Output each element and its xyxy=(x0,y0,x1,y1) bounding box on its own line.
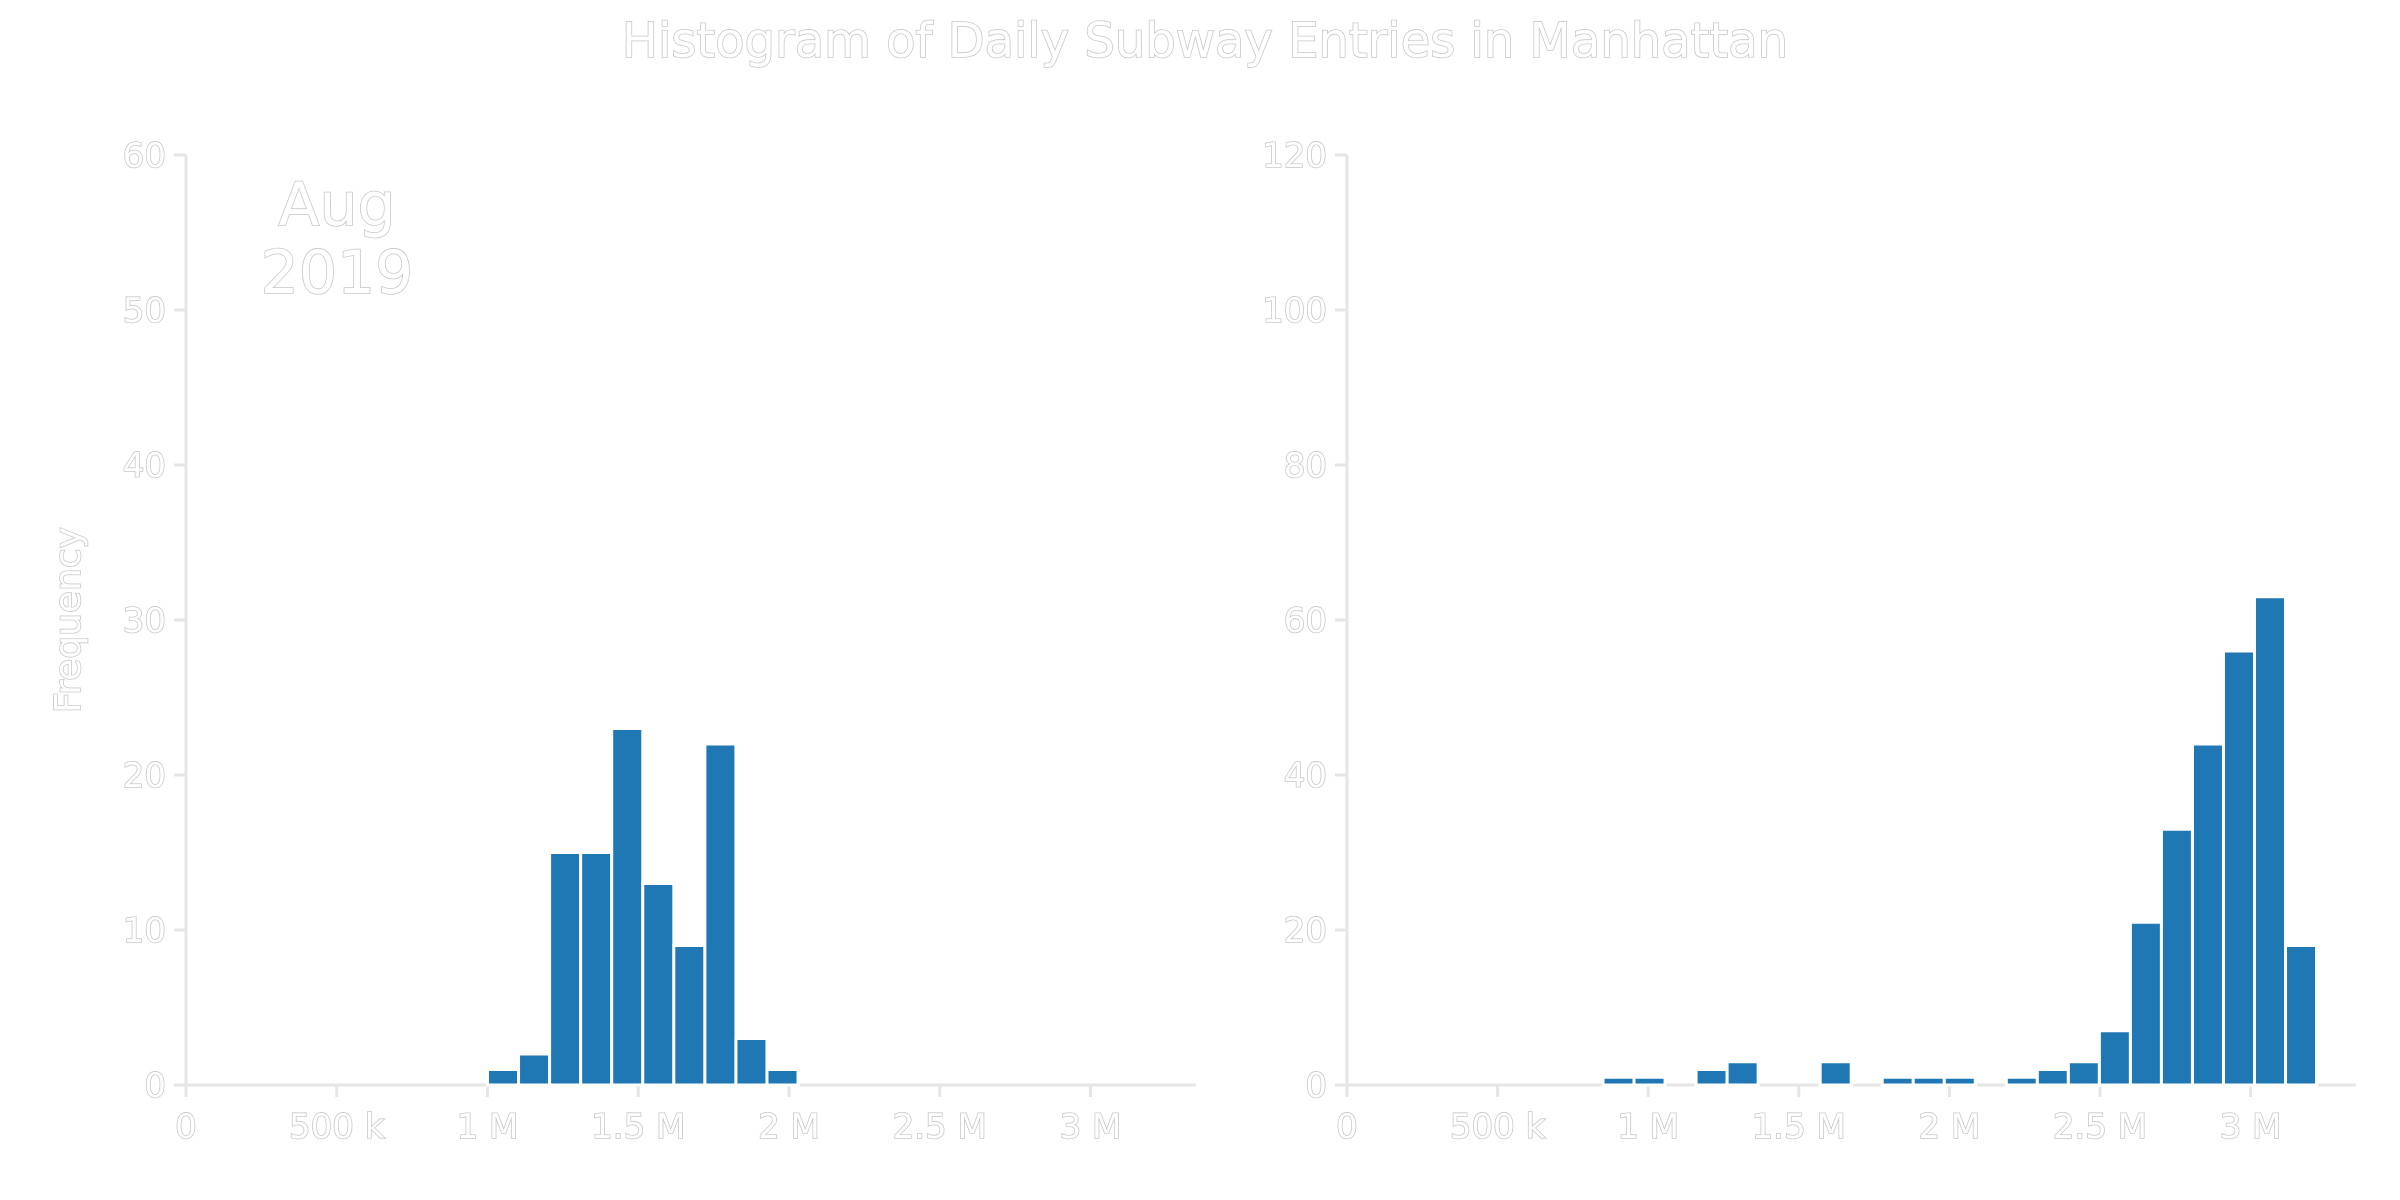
histogram-bar xyxy=(610,727,645,1087)
x-tick-label: 3 M xyxy=(2220,1107,2282,1147)
y-tick-label: 20 xyxy=(123,756,166,796)
x-tick-label: 2 M xyxy=(758,1107,820,1147)
histogram-bar xyxy=(1818,1060,1853,1087)
y-tick-label: 80 xyxy=(1284,446,1327,486)
x-tick-label: 500 k xyxy=(289,1107,385,1147)
histogram-bar xyxy=(2284,944,2319,1087)
x-tick-label: 1 M xyxy=(457,1107,519,1147)
histogram-bar xyxy=(485,1068,521,1087)
x-tick-label: 1 M xyxy=(1617,1107,1679,1147)
y-tick-label: 120 xyxy=(1262,136,1327,176)
histogram-bar xyxy=(2097,1029,2132,1087)
histogram-bar xyxy=(2004,1075,2039,1087)
y-tick-label: 100 xyxy=(1262,291,1327,331)
histogram-bar xyxy=(517,1052,552,1087)
panel-annotation: 2019 xyxy=(261,238,414,308)
histogram-bar xyxy=(2159,827,2194,1087)
histogram-bar xyxy=(765,1068,800,1087)
y-tick-label: 0 xyxy=(144,1066,166,1106)
histogram-bar xyxy=(2252,595,2288,1087)
histogram-bar xyxy=(1632,1075,1667,1087)
x-tick-label: 1.5 M xyxy=(1752,1107,1846,1147)
figure-title: Histogram of Daily Subway Entries in Man… xyxy=(622,13,1788,69)
y-tick-label: 10 xyxy=(123,911,166,951)
histogram-bar xyxy=(2221,649,2256,1087)
histogram-bar xyxy=(1694,1068,1729,1087)
x-tick-label: 2 M xyxy=(1918,1107,1980,1147)
y-tick-label: 20 xyxy=(1284,911,1327,951)
y-tick-label: 40 xyxy=(1284,756,1327,796)
histogram-bar xyxy=(579,851,614,1087)
x-tick-label: 1.5 M xyxy=(591,1107,685,1147)
left-panel: 0 10 20 30 40 50 60 0 500 k 1 M 1.5 M 2 M 2.5 M 3 M Fr… xyxy=(47,135,1196,1148)
y-tick-label: 0 xyxy=(1305,1066,1327,1106)
y-tick-label: 40 xyxy=(123,446,166,486)
x-tick-label: 2.5 M xyxy=(2053,1107,2147,1147)
histogram-bar xyxy=(1942,1075,1977,1087)
y-tick-label: 60 xyxy=(123,136,166,176)
right-panel: 0 20 40 60 80 100 120 0 500 k 1 M 1.5 M 2 M 2.5 M 3 M xyxy=(1261,135,2356,1148)
y-tick-label: 50 xyxy=(123,291,166,331)
panel-annotation: Aug xyxy=(278,170,395,240)
x-tick-label: 500 k xyxy=(1450,1107,1546,1147)
histogram-bar xyxy=(734,1037,769,1087)
histogram-bar xyxy=(672,944,707,1087)
x-tick-label: 3 M xyxy=(1060,1107,1122,1147)
y-tick-label: 60 xyxy=(1284,601,1327,641)
histogram-bar xyxy=(2190,742,2225,1087)
x-tick-label: 2.5 M xyxy=(893,1107,987,1147)
y-tick-label: 30 xyxy=(123,601,166,641)
histogram-bar xyxy=(641,882,676,1087)
histogram-bar xyxy=(1601,1075,1636,1087)
histogram-bar xyxy=(548,851,583,1087)
y-axis-label: Frequency xyxy=(48,527,89,713)
histogram-bar xyxy=(1725,1060,1760,1087)
histogram-bar xyxy=(2128,920,2163,1087)
histogram-bar xyxy=(2035,1068,2070,1087)
x-tick-label: 0 xyxy=(1336,1107,1358,1147)
x-tick-label: 0 xyxy=(175,1107,197,1147)
histogram-bar xyxy=(703,742,738,1087)
histogram-bar xyxy=(1911,1075,1946,1087)
histogram-bar xyxy=(2066,1060,2101,1087)
histogram-bar xyxy=(1880,1075,1915,1087)
